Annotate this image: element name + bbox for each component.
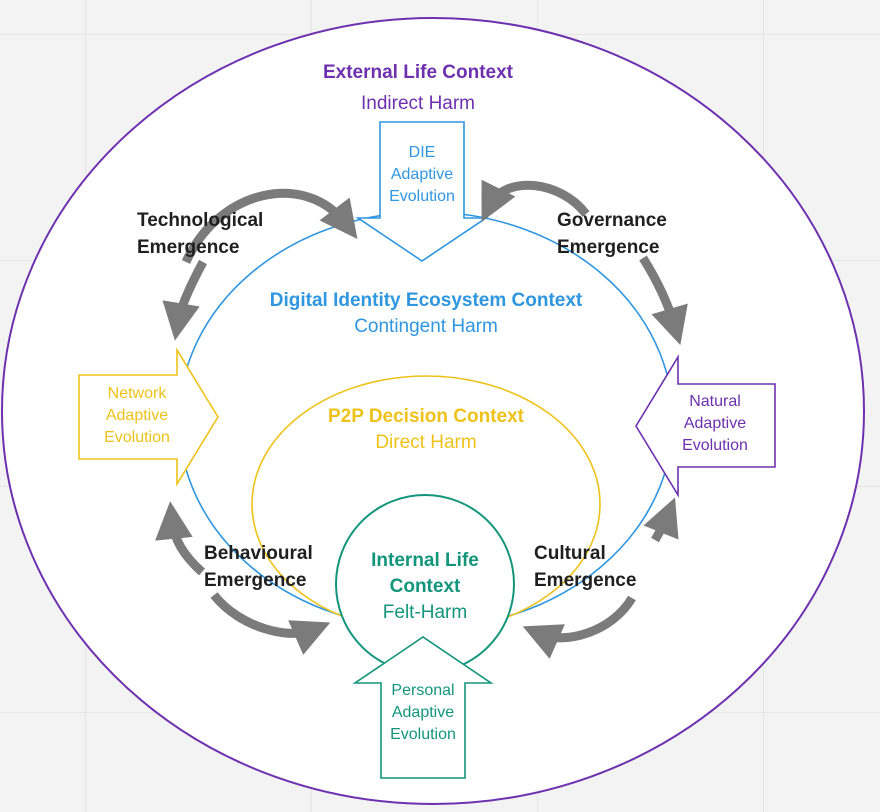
- governance-emergence-label: Governance Emergence: [557, 207, 667, 261]
- behavioural-emergence-line2: Emergence: [204, 570, 307, 591]
- technological-emergence-line1: Technological: [137, 210, 264, 231]
- behavioural-to-internal-connector: [210, 592, 331, 655]
- die-adaptive-line2: Adaptive: [390, 166, 454, 183]
- internal-context-title-line2: Context: [389, 576, 461, 597]
- governance-emergence-line1: Governance: [557, 210, 667, 231]
- die-adaptive-line3: Evolution: [389, 188, 455, 205]
- natural-adaptive-line1: Natural: [689, 393, 741, 410]
- network-adaptive-line1: Network: [107, 385, 167, 402]
- internal-context-subtitle: Felt-Harm: [382, 602, 468, 623]
- ecosystem-context-title: Digital Identity Ecosystem Context: [269, 290, 583, 311]
- technological-to-die-connector: [181, 188, 358, 264]
- personal-adaptive-line2: Adaptive: [391, 704, 455, 721]
- governance-emergence-line2: Emergence: [557, 237, 660, 258]
- cultural-emergence-label: Cultural Emergence: [534, 540, 636, 594]
- die-adaptive-arrow: [355, 121, 489, 262]
- technological-emergence-line2: Emergence: [137, 237, 240, 258]
- p2p-context-title: P2P Decision Context: [327, 406, 525, 427]
- governance-to-die-connector: [481, 179, 590, 222]
- die-adaptive-label: DIE Adaptive Evolution: [380, 142, 464, 208]
- natural-adaptive-line2: Adaptive: [683, 415, 747, 432]
- behavioural-emergence-line1: Behavioural: [204, 543, 313, 564]
- cultural-emergence-line2: Emergence: [534, 570, 637, 591]
- technological-to-network-connector: [162, 259, 207, 341]
- personal-adaptive-line3: Evolution: [390, 726, 456, 743]
- cultural-to-natural-connector: [643, 497, 679, 543]
- governance-to-natural-connector: [639, 255, 688, 346]
- external-context-title: External Life Context: [322, 62, 514, 83]
- network-adaptive-line2: Adaptive: [105, 407, 169, 424]
- die-adaptive-line1: DIE: [408, 144, 436, 161]
- personal-adaptive-arrow: [352, 636, 494, 779]
- natural-adaptive-arrow: [635, 354, 776, 498]
- network-adaptive-label: Network Adaptive Evolution: [92, 383, 182, 449]
- cultural-to-internal-connector: [522, 595, 636, 659]
- internal-context-title-line1: Internal Life: [371, 550, 479, 571]
- technological-emergence-label: Technological Emergence: [137, 207, 263, 261]
- ecosystem-context-subtitle: Contingent Harm: [354, 316, 498, 337]
- natural-adaptive-line3: Evolution: [682, 437, 748, 454]
- external-context-subtitle: Indirect Harm: [360, 93, 476, 114]
- network-adaptive-line3: Evolution: [104, 429, 170, 446]
- natural-adaptive-label: Natural Adaptive Evolution: [670, 391, 760, 457]
- cultural-emergence-line1: Cultural: [534, 543, 606, 564]
- network-adaptive-arrow: [78, 347, 219, 487]
- behavioural-emergence-label: Behavioural Emergence: [204, 540, 313, 594]
- personal-adaptive-line1: Personal: [391, 682, 455, 699]
- behavioural-to-network-connector: [155, 501, 206, 576]
- personal-adaptive-label: Personal Adaptive Evolution: [378, 680, 468, 746]
- p2p-context-subtitle: Direct Harm: [375, 432, 477, 453]
